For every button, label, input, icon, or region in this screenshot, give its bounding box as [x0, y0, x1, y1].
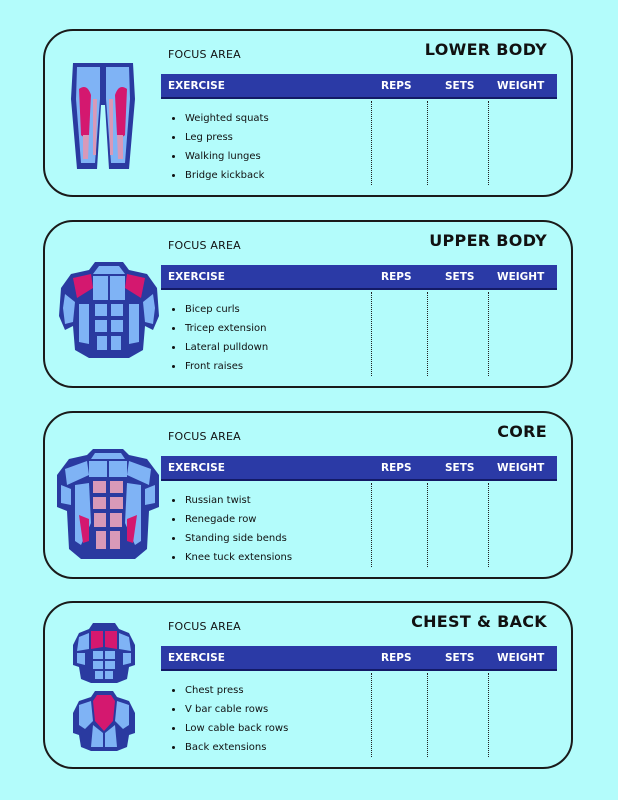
card-chest-back: FOCUS AREA CHEST & BACK EXERCISE REPS SE…: [43, 601, 573, 769]
table-header: EXERCISE REPS SETS WEIGHT: [161, 74, 557, 99]
column-reps: REPS: [381, 652, 412, 664]
column-reps: REPS: [381, 271, 412, 283]
column-divider: [427, 101, 428, 185]
column-divider: [427, 673, 428, 757]
list-item: Front raises: [171, 357, 268, 376]
column-divider: [371, 292, 372, 376]
list-item: Walking lunges: [171, 147, 269, 166]
column-weight: WEIGHT: [497, 80, 545, 92]
list-item: Weighted squats: [171, 109, 269, 128]
column-divider: [488, 292, 489, 376]
table-header: EXERCISE REPS SETS WEIGHT: [161, 646, 557, 671]
card-upper-body: FOCUS AREA UPPER BODY EXERCISE REPS SETS…: [43, 220, 573, 388]
column-exercise: EXERCISE: [168, 271, 225, 283]
column-exercise: EXERCISE: [168, 80, 225, 92]
column-exercise: EXERCISE: [168, 652, 225, 664]
list-item: Leg press: [171, 128, 269, 147]
column-divider: [427, 292, 428, 376]
list-item: Knee tuck extensions: [171, 548, 292, 567]
list-item: Tricep extension: [171, 319, 268, 338]
section-title-lower-body: LOWER BODY: [424, 40, 547, 59]
column-exercise: EXERCISE: [168, 462, 225, 474]
upper-body-muscle-icon: [59, 262, 159, 358]
section-title-upper-body: UPPER BODY: [429, 231, 547, 250]
table-header: EXERCISE REPS SETS WEIGHT: [161, 456, 557, 481]
list-item: Lateral pulldown: [171, 338, 268, 357]
section-title-chest-back: CHEST & BACK: [411, 612, 547, 631]
column-divider: [371, 483, 372, 567]
column-weight: WEIGHT: [497, 462, 545, 474]
focus-area-label: FOCUS AREA: [168, 48, 241, 61]
column-sets: SETS: [445, 462, 475, 474]
list-item: Renegade row: [171, 510, 292, 529]
card-lower-body: FOCUS AREA LOWER BODY EXERCISE REPS SETS…: [43, 29, 573, 197]
column-divider: [488, 673, 489, 757]
core-muscle-icon: [57, 449, 159, 559]
focus-area-label: FOCUS AREA: [168, 239, 241, 252]
column-reps: REPS: [381, 462, 412, 474]
column-weight: WEIGHT: [497, 652, 545, 664]
section-title-core: CORE: [497, 422, 547, 441]
list-item: Bicep curls: [171, 300, 268, 319]
column-reps: REPS: [381, 80, 412, 92]
list-item: V bar cable rows: [171, 700, 288, 719]
list-item: Chest press: [171, 681, 288, 700]
legs-muscle-icon: [71, 63, 135, 169]
list-item: Back extensions: [171, 738, 288, 757]
column-divider: [488, 101, 489, 185]
table-header: EXERCISE REPS SETS WEIGHT: [161, 265, 557, 290]
exercise-list: Chest press V bar cable rows Low cable b…: [171, 681, 288, 757]
focus-area-label: FOCUS AREA: [168, 620, 241, 633]
column-divider: [427, 483, 428, 567]
list-item: Russian twist: [171, 491, 292, 510]
list-item: Standing side bends: [171, 529, 292, 548]
list-item: Low cable back rows: [171, 719, 288, 738]
column-sets: SETS: [445, 652, 475, 664]
chest-back-muscle-icon: [73, 623, 135, 751]
column-divider: [371, 673, 372, 757]
column-sets: SETS: [445, 80, 475, 92]
column-sets: SETS: [445, 271, 475, 283]
column-weight: WEIGHT: [497, 271, 545, 283]
card-core: FOCUS AREA CORE EXERCISE REPS SETS WEIGH…: [43, 411, 573, 579]
column-divider: [371, 101, 372, 185]
focus-area-label: FOCUS AREA: [168, 430, 241, 443]
exercise-list: Weighted squats Leg press Walking lunges…: [171, 109, 269, 185]
exercise-list: Russian twist Renegade row Standing side…: [171, 491, 292, 567]
exercise-list: Bicep curls Tricep extension Lateral pul…: [171, 300, 268, 376]
column-divider: [488, 483, 489, 567]
list-item: Bridge kickback: [171, 166, 269, 185]
